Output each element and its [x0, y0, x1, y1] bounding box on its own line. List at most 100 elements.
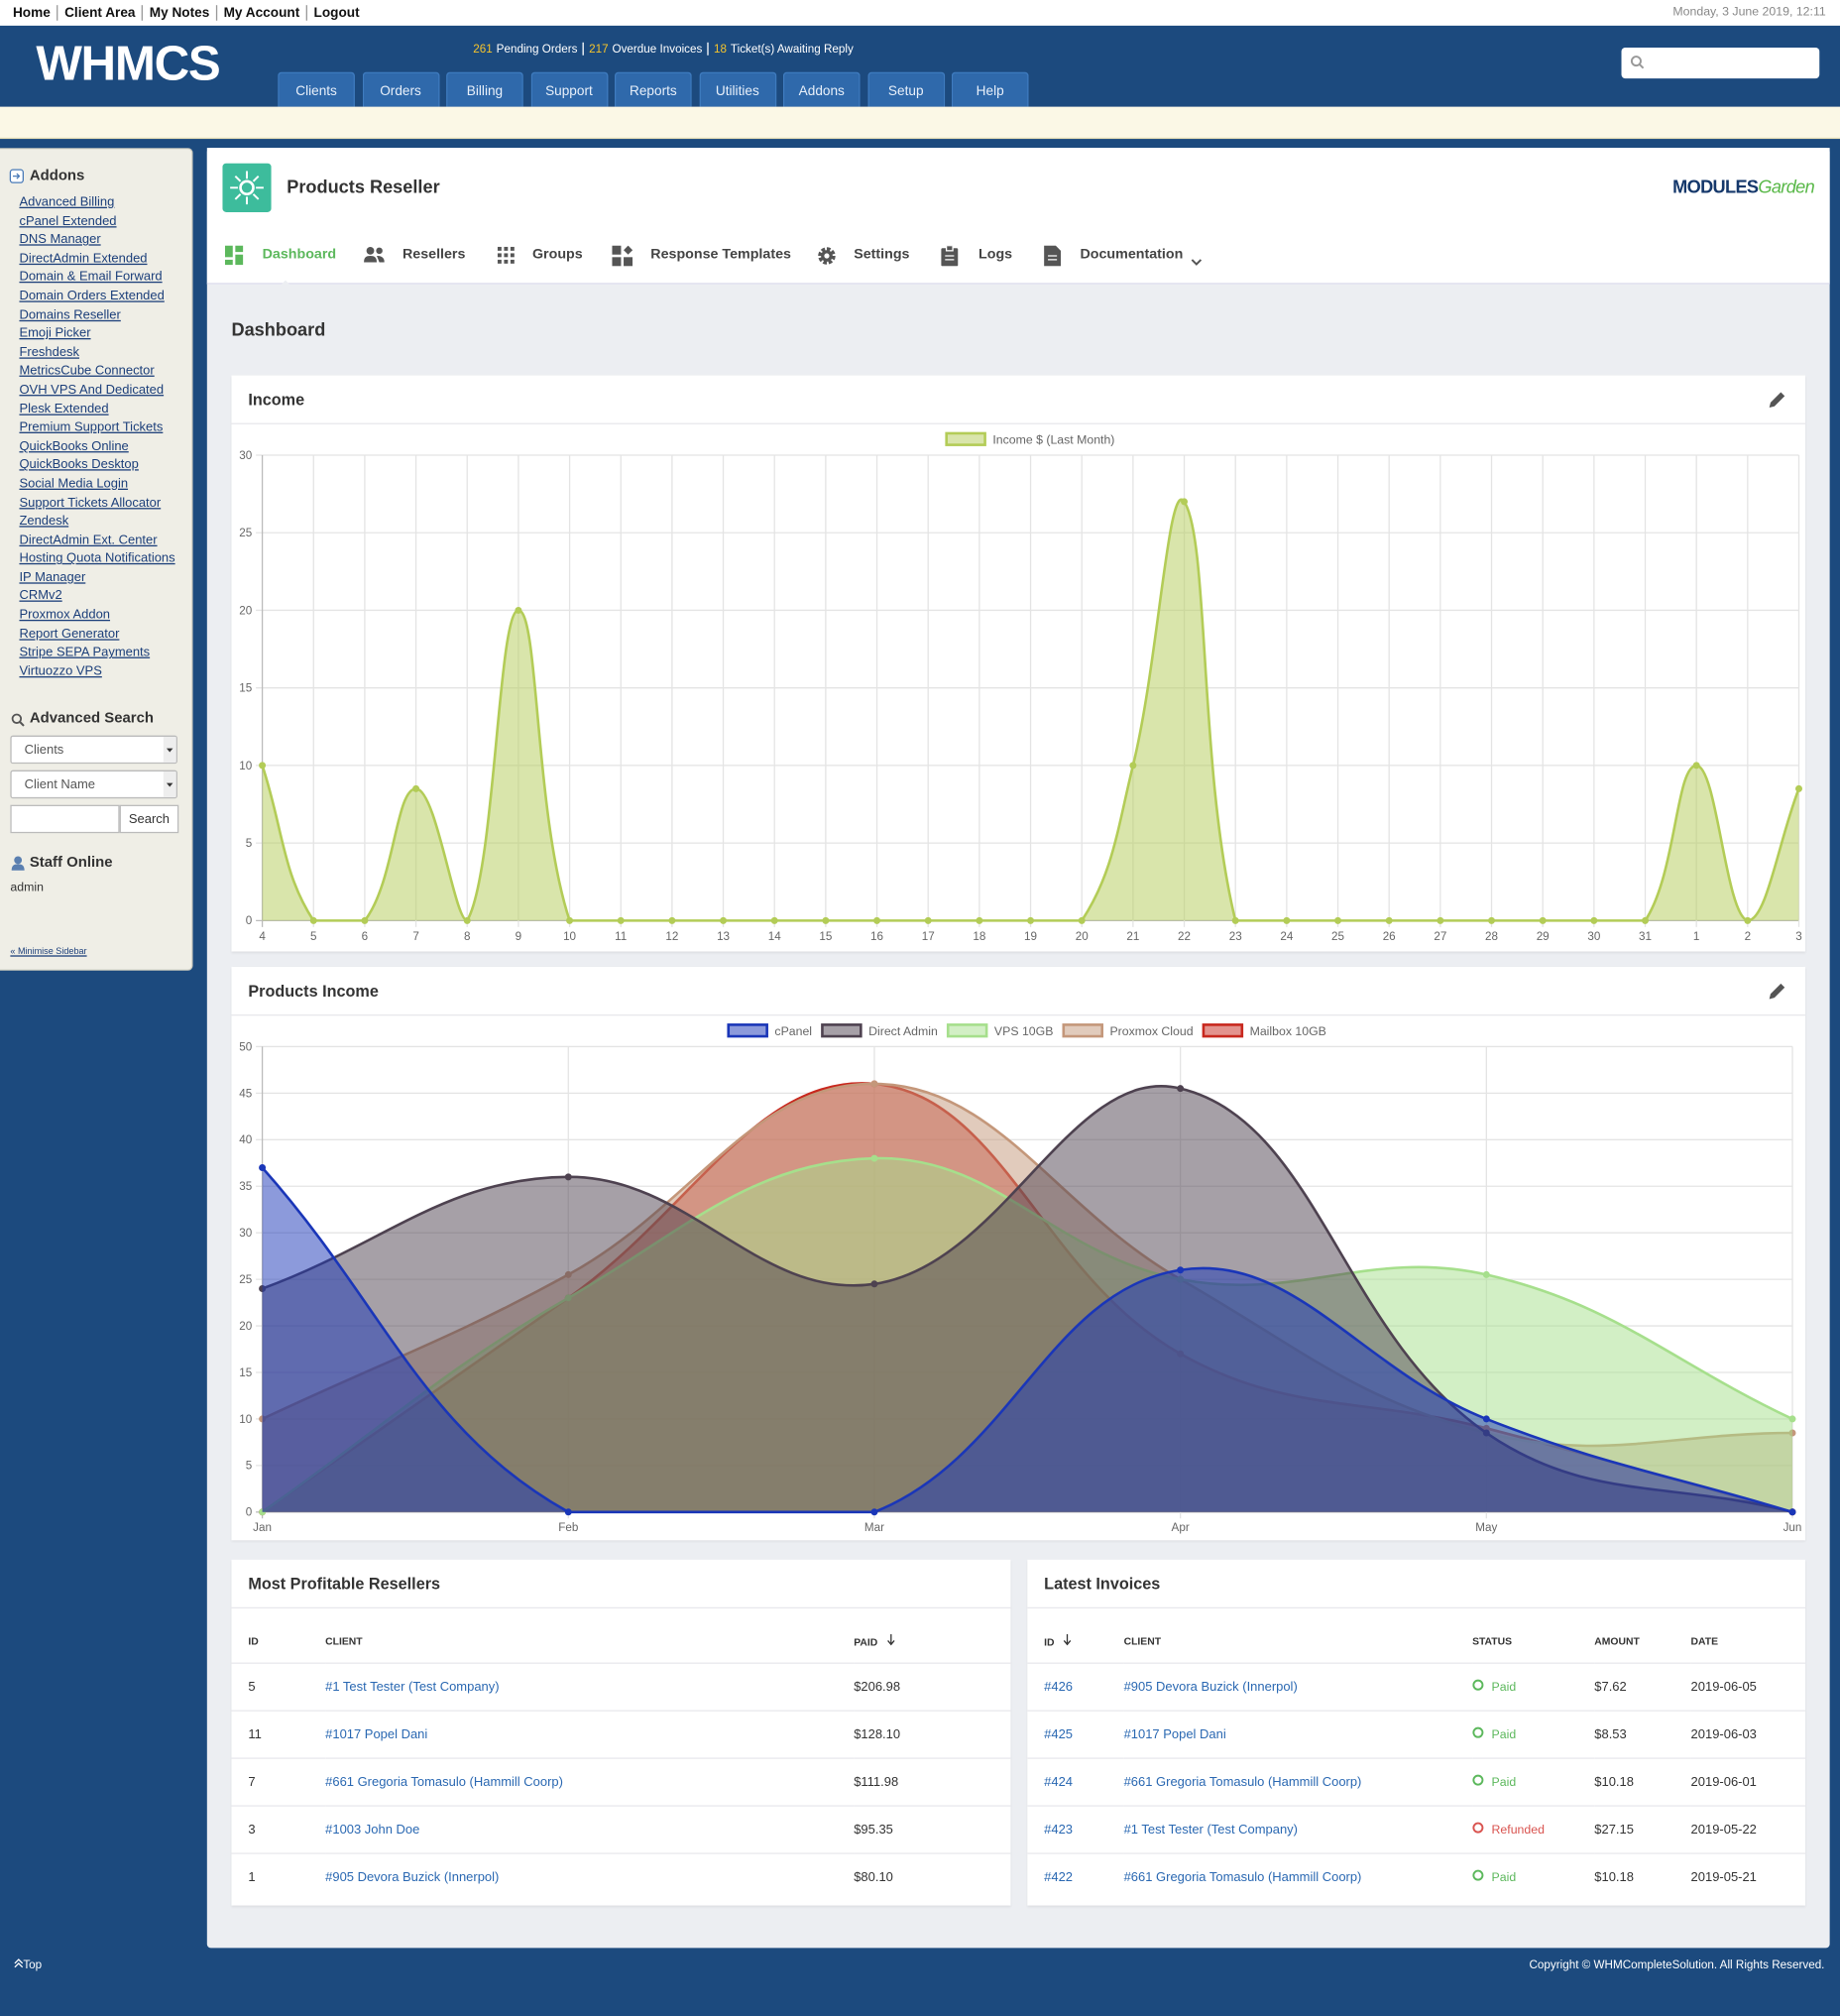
cell-text: $27.15	[1594, 1822, 1634, 1838]
point	[1488, 916, 1496, 924]
module-tab[interactable]: Logs	[978, 246, 1013, 263]
addon-link[interactable]: Premium Support Tickets	[19, 420, 164, 435]
addon-link[interactable]: Domains Reseller	[19, 307, 121, 322]
sort-icon	[1063, 1633, 1072, 1648]
module-tab[interactable]: Settings	[854, 246, 910, 263]
search-type-select[interactable]: Clients	[10, 735, 177, 765]
module-tab[interactable]: Response Templates	[650, 246, 791, 263]
menu-tab[interactable]: Orders	[362, 71, 439, 107]
cell-text: 2019-06-03	[1690, 1726, 1757, 1742]
module-tab[interactable]: Groups	[531, 246, 583, 263]
table-link[interactable]: #1 Test Tester (Test Company)	[325, 1680, 500, 1695]
column-label: DATE	[1690, 1634, 1719, 1647]
area	[262, 499, 1799, 921]
table-link[interactable]: #1 Test Tester (Test Company)	[1123, 1822, 1298, 1838]
addon-link[interactable]: Support Tickets Allocator	[19, 495, 162, 511]
addon-link[interactable]: Report Generator	[19, 627, 120, 642]
edit-button[interactable]	[1767, 981, 1787, 1008]
table-link[interactable]: #424	[1044, 1774, 1074, 1790]
legend-label: Income $ (Last Month)	[992, 432, 1114, 446]
table-link[interactable]: #422	[1044, 1869, 1074, 1885]
addon-link[interactable]: Freshdesk	[19, 345, 80, 360]
addon-link[interactable]: CRMv2	[19, 589, 62, 604]
module-tab[interactable]: Dashboard	[262, 246, 337, 263]
menu-tab[interactable]: Help	[951, 71, 1029, 107]
top-link[interactable]: My Notes	[141, 5, 216, 21]
edit-button[interactable]	[1767, 390, 1787, 416]
status-label: Paid	[1491, 1680, 1517, 1695]
logo[interactable]: WHMCS	[36, 37, 220, 92]
addon-link[interactable]: Domain Orders Extended	[19, 289, 165, 303]
menu-tab[interactable]: Billing	[446, 71, 523, 107]
header-row: ID CLIENT PAID	[231, 1618, 1010, 1663]
addon-link[interactable]: Proxmox Addon	[19, 608, 111, 623]
top-link[interactable]: My Account	[215, 5, 306, 21]
table-link[interactable]: #425	[1044, 1726, 1074, 1742]
point	[822, 916, 830, 924]
table-link[interactable]: #1017 Popel Dani	[1123, 1726, 1226, 1742]
minimise-sidebar[interactable]: « Minimise Sidebar	[10, 947, 87, 957]
x-tick-label: Apr	[1172, 1521, 1190, 1534]
table-link[interactable]: #1017 Popel Dani	[325, 1726, 428, 1742]
point	[870, 1154, 878, 1162]
table-cell: $128.10	[854, 1710, 1011, 1759]
table-link[interactable]: #1003 John Doe	[325, 1822, 420, 1838]
addon-link[interactable]: Hosting Quota Notifications	[19, 551, 175, 566]
table-cell: #423	[1027, 1805, 1124, 1854]
column-header[interactable]: ID	[1027, 1618, 1123, 1663]
addon-link[interactable]: DirectAdmin Extended	[19, 251, 148, 267]
addon-link[interactable]: DirectAdmin Ext. Center	[19, 533, 158, 547]
brand-part: Garden	[1758, 176, 1815, 197]
table-link[interactable]: #661 Gregoria Tomasulo (Hammill Coorp)	[1123, 1869, 1362, 1885]
search-button[interactable]: Search	[119, 804, 179, 834]
search-text-input[interactable]	[10, 804, 120, 834]
table-link[interactable]: #905 Devora Buzick (Innerpol)	[325, 1869, 500, 1885]
addon-link[interactable]: Virtuozzo VPS	[19, 664, 102, 679]
module-tab[interactable]: Resellers	[402, 246, 466, 263]
cell-text: 1	[248, 1869, 256, 1885]
search-field-select[interactable]: Client Name	[10, 770, 177, 799]
addon-link[interactable]: QuickBooks Online	[19, 439, 129, 454]
menu-tab[interactable]: Support	[530, 71, 608, 107]
addon-link[interactable]: OVH VPS And Dedicated	[19, 383, 165, 398]
addon-link[interactable]: cPanel Extended	[19, 214, 117, 229]
addon-link[interactable]: Stripe SEPA Payments	[19, 646, 151, 660]
table-link[interactable]: #661 Gregoria Tomasulo (Hammill Coorp)	[1123, 1774, 1362, 1790]
addon-link[interactable]: IP Manager	[19, 570, 86, 585]
edit-icon[interactable]	[1767, 390, 1787, 411]
addon-link[interactable]: Advanced Billing	[19, 195, 115, 210]
column-header[interactable]: PAID	[854, 1618, 1010, 1663]
top-link[interactable]: Client Area	[57, 5, 142, 21]
top-link[interactable]: Logout	[305, 5, 367, 21]
y-tick-label: 25	[239, 1273, 252, 1286]
table-link[interactable]: #426	[1044, 1680, 1074, 1695]
addon-link[interactable]: Emoji Picker	[19, 326, 91, 341]
addon-link[interactable]: MetricsCube Connector	[19, 364, 155, 379]
menu-tab[interactable]: Addons	[782, 71, 861, 107]
edit-icon[interactable]	[1767, 981, 1787, 1002]
addon-link[interactable]: Social Media Login	[19, 476, 129, 492]
table-link[interactable]: #905 Devora Buzick (Innerpol)	[1123, 1680, 1298, 1695]
back-to-top[interactable]: Top	[14, 1958, 42, 1971]
search-input[interactable]	[1621, 47, 1820, 79]
menu-tab[interactable]: Reports	[614, 71, 692, 107]
line	[261, 1166, 1793, 1514]
menu-tab[interactable]: Setup	[866, 71, 945, 107]
addon-link[interactable]: Zendesk	[19, 514, 69, 530]
menu-tab[interactable]: Utilities	[698, 71, 776, 107]
addon-link[interactable]: DNS Manager	[19, 232, 101, 248]
x-tick-label: 2	[1745, 930, 1751, 943]
x-tick-label: 29	[1537, 930, 1550, 943]
addon-link[interactable]: Plesk Extended	[19, 402, 109, 416]
legend-label: Mailbox 10GB	[1250, 1024, 1326, 1038]
point	[1590, 916, 1598, 924]
module-tab[interactable]: Documentation	[1080, 246, 1184, 263]
table-link[interactable]: #423	[1044, 1822, 1074, 1838]
menu-tab[interactable]: Clients	[278, 71, 355, 107]
addon-link[interactable]: QuickBooks Desktop	[19, 457, 139, 473]
x-tick-label: 6	[362, 930, 368, 943]
top-link[interactable]: Home	[12, 5, 51, 21]
addon-link[interactable]: Domain & Email Forward	[19, 270, 163, 286]
table-link[interactable]: #661 Gregoria Tomasulo (Hammill Coorp)	[325, 1774, 563, 1790]
